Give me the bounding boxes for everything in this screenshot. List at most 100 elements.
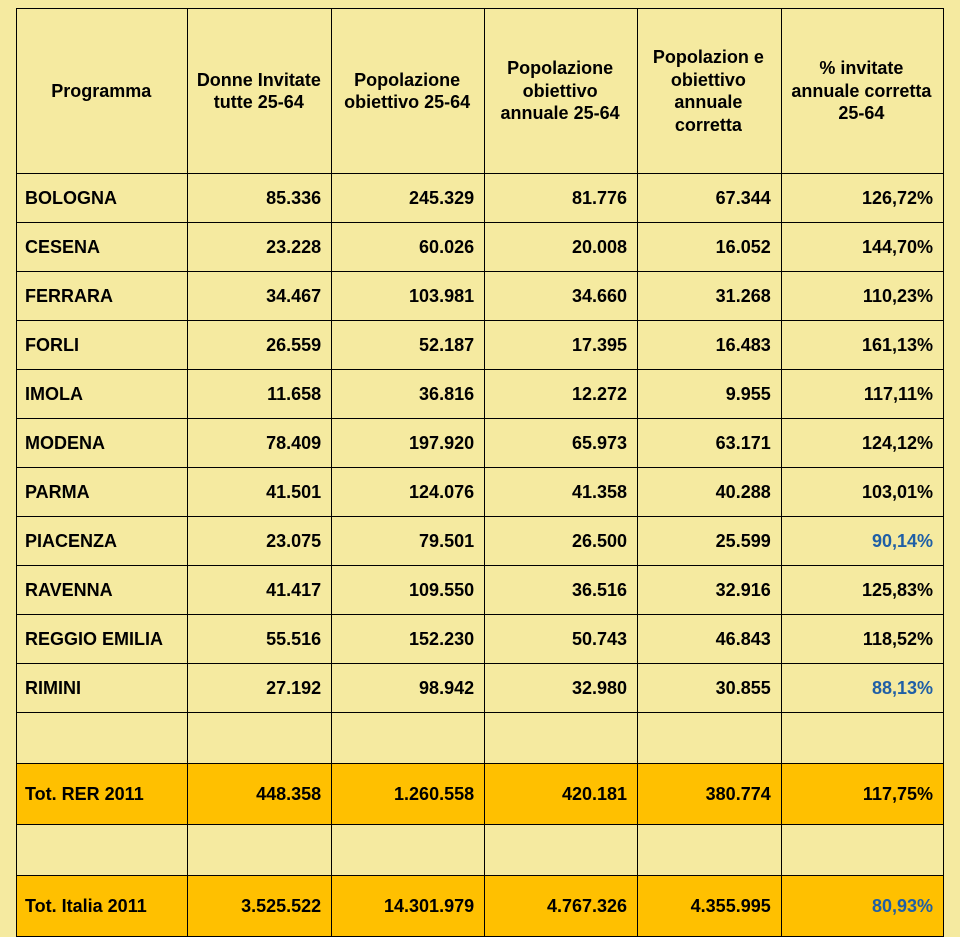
col-header-4: Popolazion e obiettivo annuale corretta (638, 9, 782, 174)
row-cell: 60.026 (332, 223, 485, 272)
row-cell: 11.658 (188, 370, 332, 419)
row-cell: 46.843 (638, 615, 782, 664)
table-header-row: ProgrammaDonne Invitate tutte 25-64Popol… (17, 9, 944, 174)
table-row: PARMA41.501124.07641.35840.288103,01% (17, 468, 944, 517)
row-cell: 20.008 (485, 223, 638, 272)
row-cell: 41.501 (188, 468, 332, 517)
row-cell: 4.767.326 (485, 876, 638, 937)
row-cell: 14.301.979 (332, 876, 485, 937)
row-label: Tot. Italia 2011 (17, 876, 188, 937)
row-cell: 420.181 (485, 764, 638, 825)
row-cell: 98.942 (332, 664, 485, 713)
spacer-cell (638, 713, 782, 764)
col-header-2: Popolazione obiettivo 25-64 (332, 9, 485, 174)
row-cell: 27.192 (188, 664, 332, 713)
row-cell: 23.075 (188, 517, 332, 566)
row-cell: 23.228 (188, 223, 332, 272)
row-cell: 245.329 (332, 174, 485, 223)
row-cell: 197.920 (332, 419, 485, 468)
spacer-cell (332, 713, 485, 764)
row-cell: 103.981 (332, 272, 485, 321)
row-cell: 34.467 (188, 272, 332, 321)
table-row: REGGIO EMILIA55.516152.23050.74346.84311… (17, 615, 944, 664)
spacer-cell (17, 825, 188, 876)
row-cell: 3.525.522 (188, 876, 332, 937)
row-cell: 125,83% (781, 566, 943, 615)
spacer-cell (17, 713, 188, 764)
table-total-row: Tot. RER 2011448.3581.260.558420.181380.… (17, 764, 944, 825)
table-row: CESENA23.22860.02620.00816.052144,70% (17, 223, 944, 272)
row-cell: 380.774 (638, 764, 782, 825)
table-row: RAVENNA41.417109.55036.51632.916125,83% (17, 566, 944, 615)
row-cell: 55.516 (188, 615, 332, 664)
row-cell: 78.409 (188, 419, 332, 468)
table-total-row: Tot. Italia 20113.525.52214.301.9794.767… (17, 876, 944, 937)
table-row: BOLOGNA85.336245.32981.77667.344126,72% (17, 174, 944, 223)
row-cell: 32.980 (485, 664, 638, 713)
row-label: CESENA (17, 223, 188, 272)
spacer-cell (781, 713, 943, 764)
row-label: PARMA (17, 468, 188, 517)
col-header-1: Donne Invitate tutte 25-64 (188, 9, 332, 174)
spacer-cell (485, 713, 638, 764)
row-cell: 103,01% (781, 468, 943, 517)
row-cell: 41.358 (485, 468, 638, 517)
row-cell: 50.743 (485, 615, 638, 664)
row-cell: 117,11% (781, 370, 943, 419)
row-cell: 17.395 (485, 321, 638, 370)
col-header-5: % invitate annuale corretta 25-64 (781, 9, 943, 174)
row-label: RIMINI (17, 664, 188, 713)
row-cell: 36.816 (332, 370, 485, 419)
row-cell: 16.052 (638, 223, 782, 272)
table-row: FORLI26.55952.18717.39516.483161,13% (17, 321, 944, 370)
spacer-cell (781, 825, 943, 876)
row-cell: 79.501 (332, 517, 485, 566)
row-cell: 26.559 (188, 321, 332, 370)
row-cell: 34.660 (485, 272, 638, 321)
row-cell: 448.358 (188, 764, 332, 825)
row-cell: 63.171 (638, 419, 782, 468)
row-cell: 88,13% (781, 664, 943, 713)
row-cell: 36.516 (485, 566, 638, 615)
row-cell: 152.230 (332, 615, 485, 664)
row-cell: 124,12% (781, 419, 943, 468)
row-cell: 12.272 (485, 370, 638, 419)
spacer-cell (188, 713, 332, 764)
row-cell: 41.417 (188, 566, 332, 615)
col-header-0: Programma (17, 9, 188, 174)
spacer-row (17, 713, 944, 764)
row-cell: 40.288 (638, 468, 782, 517)
table-row: RIMINI27.19298.94232.98030.85588,13% (17, 664, 944, 713)
row-cell: 161,13% (781, 321, 943, 370)
row-cell: 126,72% (781, 174, 943, 223)
table-row: IMOLA11.65836.81612.2729.955117,11% (17, 370, 944, 419)
row-label: IMOLA (17, 370, 188, 419)
row-cell: 32.916 (638, 566, 782, 615)
row-cell: 31.268 (638, 272, 782, 321)
row-cell: 109.550 (332, 566, 485, 615)
spacer-cell (638, 825, 782, 876)
row-label: PIACENZA (17, 517, 188, 566)
row-cell: 118,52% (781, 615, 943, 664)
row-cell: 81.776 (485, 174, 638, 223)
spacer-cell (332, 825, 485, 876)
row-label: MODENA (17, 419, 188, 468)
row-cell: 144,70% (781, 223, 943, 272)
row-cell: 30.855 (638, 664, 782, 713)
spacer-cell (485, 825, 638, 876)
population-table: ProgrammaDonne Invitate tutte 25-64Popol… (16, 8, 944, 937)
row-cell: 52.187 (332, 321, 485, 370)
row-cell: 124.076 (332, 468, 485, 517)
table-row: FERRARA34.467103.98134.66031.268110,23% (17, 272, 944, 321)
row-cell: 9.955 (638, 370, 782, 419)
row-label: REGGIO EMILIA (17, 615, 188, 664)
row-cell: 117,75% (781, 764, 943, 825)
row-cell: 90,14% (781, 517, 943, 566)
row-cell: 80,93% (781, 876, 943, 937)
row-label: RAVENNA (17, 566, 188, 615)
row-label: FERRARA (17, 272, 188, 321)
table-row: PIACENZA23.07579.50126.50025.59990,14% (17, 517, 944, 566)
row-cell: 26.500 (485, 517, 638, 566)
table-row: MODENA78.409197.92065.97363.171124,12% (17, 419, 944, 468)
row-cell: 16.483 (638, 321, 782, 370)
